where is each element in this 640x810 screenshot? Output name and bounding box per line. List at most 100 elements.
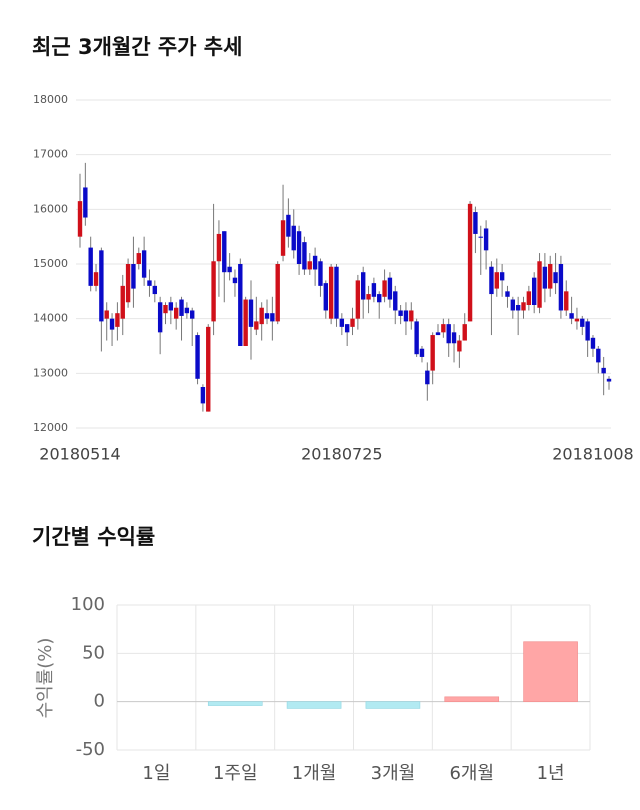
- y-tick-label: 12000: [33, 421, 68, 434]
- candle-body: [548, 264, 553, 289]
- candle-body: [441, 324, 446, 333]
- candle-body: [254, 321, 259, 330]
- candle-body: [344, 324, 350, 333]
- candle-body: [371, 283, 377, 297]
- candle-body: [478, 236, 483, 238]
- candle-body: [564, 291, 569, 311]
- candle-body: [88, 247, 93, 286]
- candle-body: [307, 261, 312, 270]
- y-tick-label: 0: [94, 691, 105, 712]
- x-tick-label: 20180514: [39, 445, 120, 464]
- candle-body: [366, 294, 371, 300]
- y-tick-label: 15000: [33, 257, 68, 270]
- candle-body: [232, 277, 238, 284]
- x-tick-label: 20181008: [552, 445, 633, 464]
- candle-body: [409, 310, 414, 322]
- candle-body: [291, 225, 296, 251]
- candle-body: [125, 264, 131, 303]
- candle-body: [451, 332, 457, 344]
- y-tick-label: 100: [71, 594, 105, 615]
- x-tick-label: 1일: [142, 763, 170, 784]
- candle-body: [93, 272, 99, 286]
- candle-body: [270, 313, 275, 322]
- bar: [286, 701, 342, 709]
- candle-body: [264, 313, 270, 319]
- candle-body: [542, 266, 548, 289]
- candle-body: [312, 255, 318, 270]
- candle-body: [120, 285, 125, 319]
- candle-body: [580, 318, 585, 327]
- candle-body: [104, 310, 109, 319]
- candle-body: [430, 335, 435, 371]
- candle-body: [574, 318, 580, 322]
- candle-body: [339, 318, 345, 327]
- candle-body: [361, 272, 366, 300]
- candle-body: [435, 332, 441, 336]
- candle-body: [286, 214, 291, 237]
- candle-body: [601, 367, 606, 374]
- candle-body: [83, 187, 88, 218]
- candle-body: [168, 302, 174, 311]
- candle-body: [173, 307, 179, 319]
- candle-body: [195, 335, 200, 379]
- candle-body: [499, 272, 505, 281]
- candle-body: [403, 310, 409, 322]
- candle-body: [393, 291, 398, 311]
- x-tick-label: 20180725: [301, 445, 382, 464]
- candle-body: [216, 233, 222, 262]
- candle-body: [179, 299, 184, 316]
- bar: [444, 696, 500, 702]
- candle-body: [157, 302, 163, 333]
- candle-body: [531, 277, 537, 305]
- candle-body: [152, 285, 158, 295]
- y-tick-label: 16000: [33, 202, 68, 215]
- candle-body: [99, 250, 104, 322]
- candle-body: [377, 294, 382, 303]
- candle-body: [109, 318, 115, 330]
- candle-body: [163, 305, 168, 314]
- y-axis-label: 수익률(%): [35, 638, 56, 719]
- candle-body: [115, 313, 120, 327]
- candle-body: [473, 212, 478, 234]
- candle-body: [328, 266, 334, 319]
- candle-body: [494, 272, 499, 289]
- candle-body: [350, 318, 355, 327]
- candle-body: [596, 348, 601, 363]
- x-tick-label: 1년: [537, 763, 565, 784]
- candle-body: [147, 280, 152, 286]
- candle-body: [483, 228, 489, 251]
- candle-body: [387, 277, 393, 300]
- candle-body: [414, 321, 419, 355]
- y-tick-label: 50: [82, 642, 105, 663]
- candle-body: [243, 299, 248, 346]
- candle-body: [136, 253, 141, 264]
- candle-body: [238, 264, 243, 346]
- x-tick-label: 6개월: [449, 763, 494, 784]
- candle-body: [275, 264, 280, 322]
- candle-body: [558, 264, 564, 311]
- candle-body: [141, 250, 147, 278]
- candle-body: [296, 231, 302, 264]
- y-tick-label: -50: [76, 739, 105, 760]
- candle-body: [521, 302, 526, 311]
- candle-body: [323, 283, 328, 311]
- candle-body: [537, 261, 542, 308]
- candle-body: [446, 324, 451, 344]
- candle-body: [77, 201, 83, 237]
- candle-body: [590, 337, 596, 349]
- bar: [207, 701, 263, 706]
- candle-body: [227, 266, 232, 273]
- candle-body: [526, 291, 532, 305]
- bar: [365, 701, 421, 709]
- candle-body: [334, 266, 339, 319]
- candle-body: [398, 310, 403, 316]
- candle-body: [606, 378, 612, 382]
- chart-title: 기간별 수익률: [32, 525, 155, 549]
- candle-body: [462, 324, 467, 341]
- candle-body: [355, 280, 361, 319]
- candle-body: [585, 321, 590, 341]
- candle-body: [206, 326, 211, 412]
- candle-body: [184, 307, 190, 314]
